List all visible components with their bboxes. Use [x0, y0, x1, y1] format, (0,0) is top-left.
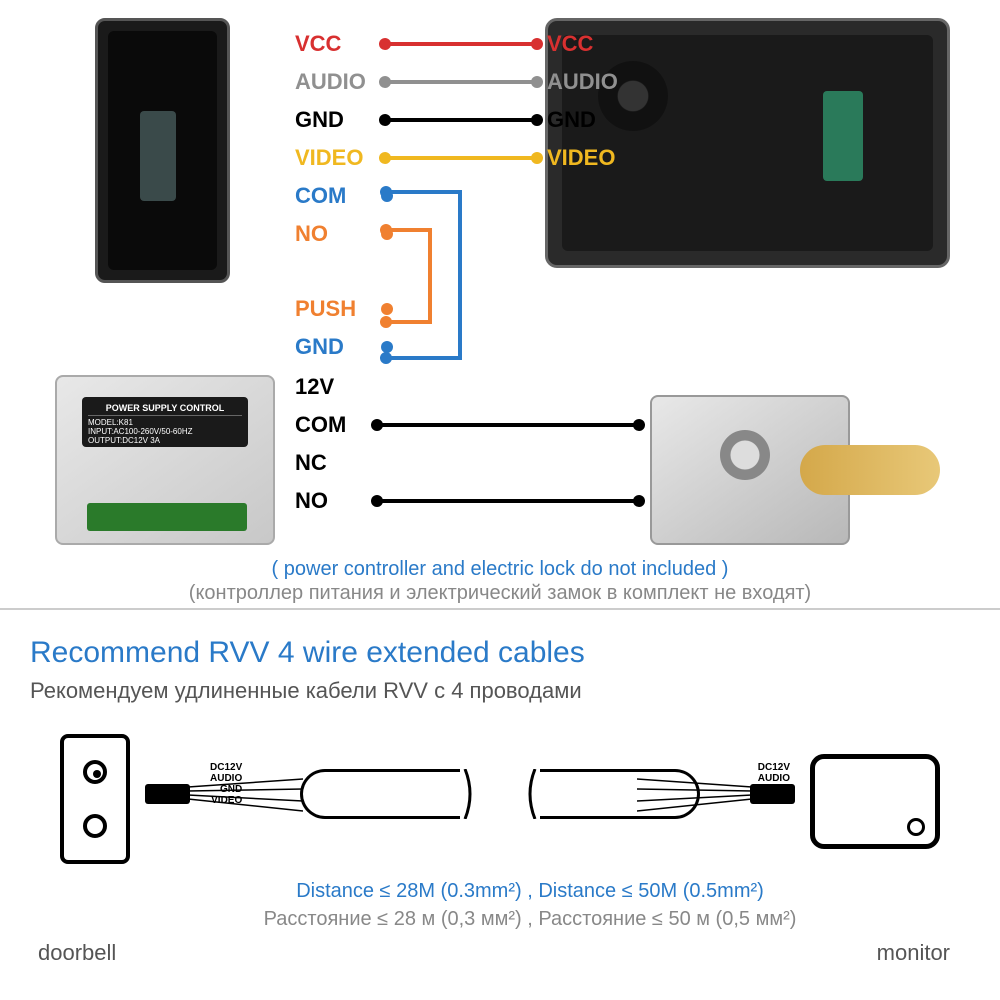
cable-recommendation-section: Recommend RVV 4 wire extended cables Рек…: [0, 610, 1000, 1000]
wire-label-com: COM: [295, 185, 375, 207]
note-ru: (контроллер питания и электрический замо…: [0, 582, 1000, 605]
wire-line: [381, 80, 541, 84]
connector-right: [750, 784, 795, 804]
wire-label-gnd: GND: [295, 334, 375, 360]
recommend-title-ru: Рекомендуем удлиненные кабели RVV с 4 пр…: [30, 678, 970, 704]
psu-output: OUTPUT:DC12V 3A: [88, 436, 242, 445]
wire-label-push: PUSH: [295, 296, 375, 322]
wiring-diagram-section: POWER SUPPLY CONTROL MODEL:K81 INPUT:AC1…: [0, 0, 1000, 610]
no-push-bridge: [380, 224, 440, 330]
wire-line: [381, 156, 541, 160]
wire-label-no: NO: [295, 223, 375, 245]
psu-title: POWER SUPPLY CONTROL: [88, 403, 242, 416]
wire-label-vcc: VCC: [295, 33, 375, 55]
lower-wire-line: [373, 423, 643, 427]
wire-label-video: VIDEO: [295, 147, 375, 169]
cable-wire-dc12v: DC12V: [210, 762, 242, 773]
bottom-wire-labels: 12V COM NC NO: [295, 368, 643, 520]
doorbell-label: doorbell: [38, 940, 116, 966]
distance-ru: Расстояние ≤ 28 м (0,3 мм²) , Расстояние…: [30, 908, 1000, 931]
wire-label-gnd: GND: [295, 109, 375, 131]
lower-label-12v: 12V: [295, 374, 365, 400]
mid-wire-labels: PUSH GND: [295, 290, 393, 366]
connector-left: [145, 784, 190, 804]
wire-label-right: GND: [547, 109, 627, 131]
lower-wire-line: [373, 499, 643, 503]
monitor-icon: [810, 754, 940, 849]
monitor-label: monitor: [877, 940, 950, 966]
recommend-title-en: Recommend RVV 4 wire extended cables: [30, 636, 970, 670]
lower-label-nc: NC: [295, 450, 365, 476]
cable-wire-audio: AUDIO: [758, 773, 790, 784]
doorbell-device-image: [95, 18, 230, 283]
cable-wire-dc12v: DC12V: [758, 762, 790, 773]
power-supply-image: POWER SUPPLY CONTROL MODEL:K81 INPUT:AC1…: [55, 375, 275, 545]
wire-label-right: AUDIO: [547, 71, 627, 93]
wire-fanout-left: [188, 777, 303, 815]
doorbell-icon: [60, 734, 130, 864]
lower-label-no: NO: [295, 488, 365, 514]
electric-lock-image: [650, 375, 950, 565]
distance-en: Distance ≤ 28M (0.3mm²) , Distance ≤ 50M…: [30, 880, 1000, 903]
lower-label-com: COM: [295, 412, 365, 438]
wire-label-right: VCC: [547, 33, 627, 55]
wire-line: [381, 42, 541, 46]
wire-label-right: VIDEO: [547, 147, 627, 169]
wire-line: [381, 118, 541, 122]
psu-model: MODEL:K81: [88, 418, 242, 427]
cable-diagram: DC12VAUDIOGNDVIDEO DC12VAUDIOGNDVIDEO: [30, 734, 970, 904]
note-en: ( power controller and electric lock do …: [0, 558, 1000, 581]
psu-input: INPUT:AC100-260V/50-60HZ: [88, 427, 242, 436]
wire-fanout-right: [637, 777, 752, 815]
wire-label-audio: AUDIO: [295, 71, 375, 93]
